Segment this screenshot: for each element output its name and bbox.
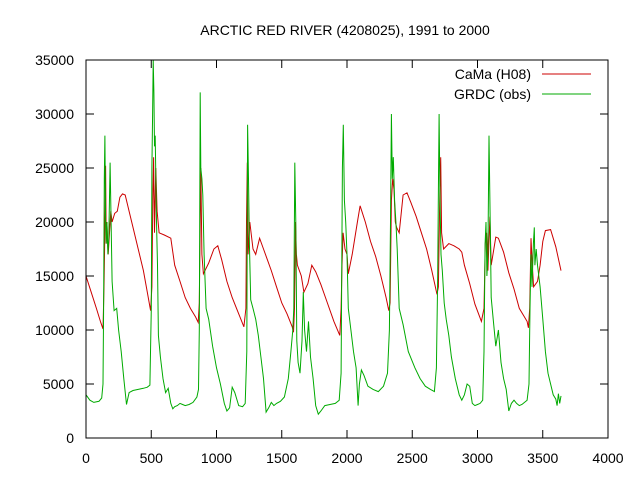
x-tick-label: 2500 <box>397 450 428 466</box>
legend-label: GRDC (obs) <box>454 86 531 102</box>
y-tick-label: 0 <box>66 430 74 446</box>
y-tick-label: 10000 <box>35 322 74 338</box>
x-tick-label: 4000 <box>592 450 623 466</box>
x-tick-label: 3000 <box>462 450 493 466</box>
legend-label: CaMa (H08) <box>455 66 531 82</box>
x-tick-label: 1500 <box>266 450 297 466</box>
axis-layer: 0 500 1000 1500 2000 2500 3000 3500 4000 0 5000 100… <box>35 52 624 466</box>
series-line-grdc-obs <box>86 60 562 416</box>
series-layer <box>86 60 562 416</box>
x-tick-label: 1000 <box>201 450 232 466</box>
y-tick-label: 35000 <box>35 52 74 68</box>
legend: CaMa (H08) GRDC (obs) <box>454 66 591 102</box>
x-tick-label: 3500 <box>527 450 558 466</box>
y-tick-label: 5000 <box>43 376 74 392</box>
y-tick-label: 25000 <box>35 160 74 176</box>
y-tick-label: 30000 <box>35 106 74 122</box>
x-tick-label: 0 <box>82 450 90 466</box>
y-tick-label: 20000 <box>35 214 74 230</box>
x-tick-label: 500 <box>140 450 164 466</box>
x-tick-label: 2000 <box>331 450 362 466</box>
chart-title: ARCTIC RED RIVER (4208025), 1991 to 2000 <box>200 22 490 38</box>
y-tick-label: 15000 <box>35 268 74 284</box>
